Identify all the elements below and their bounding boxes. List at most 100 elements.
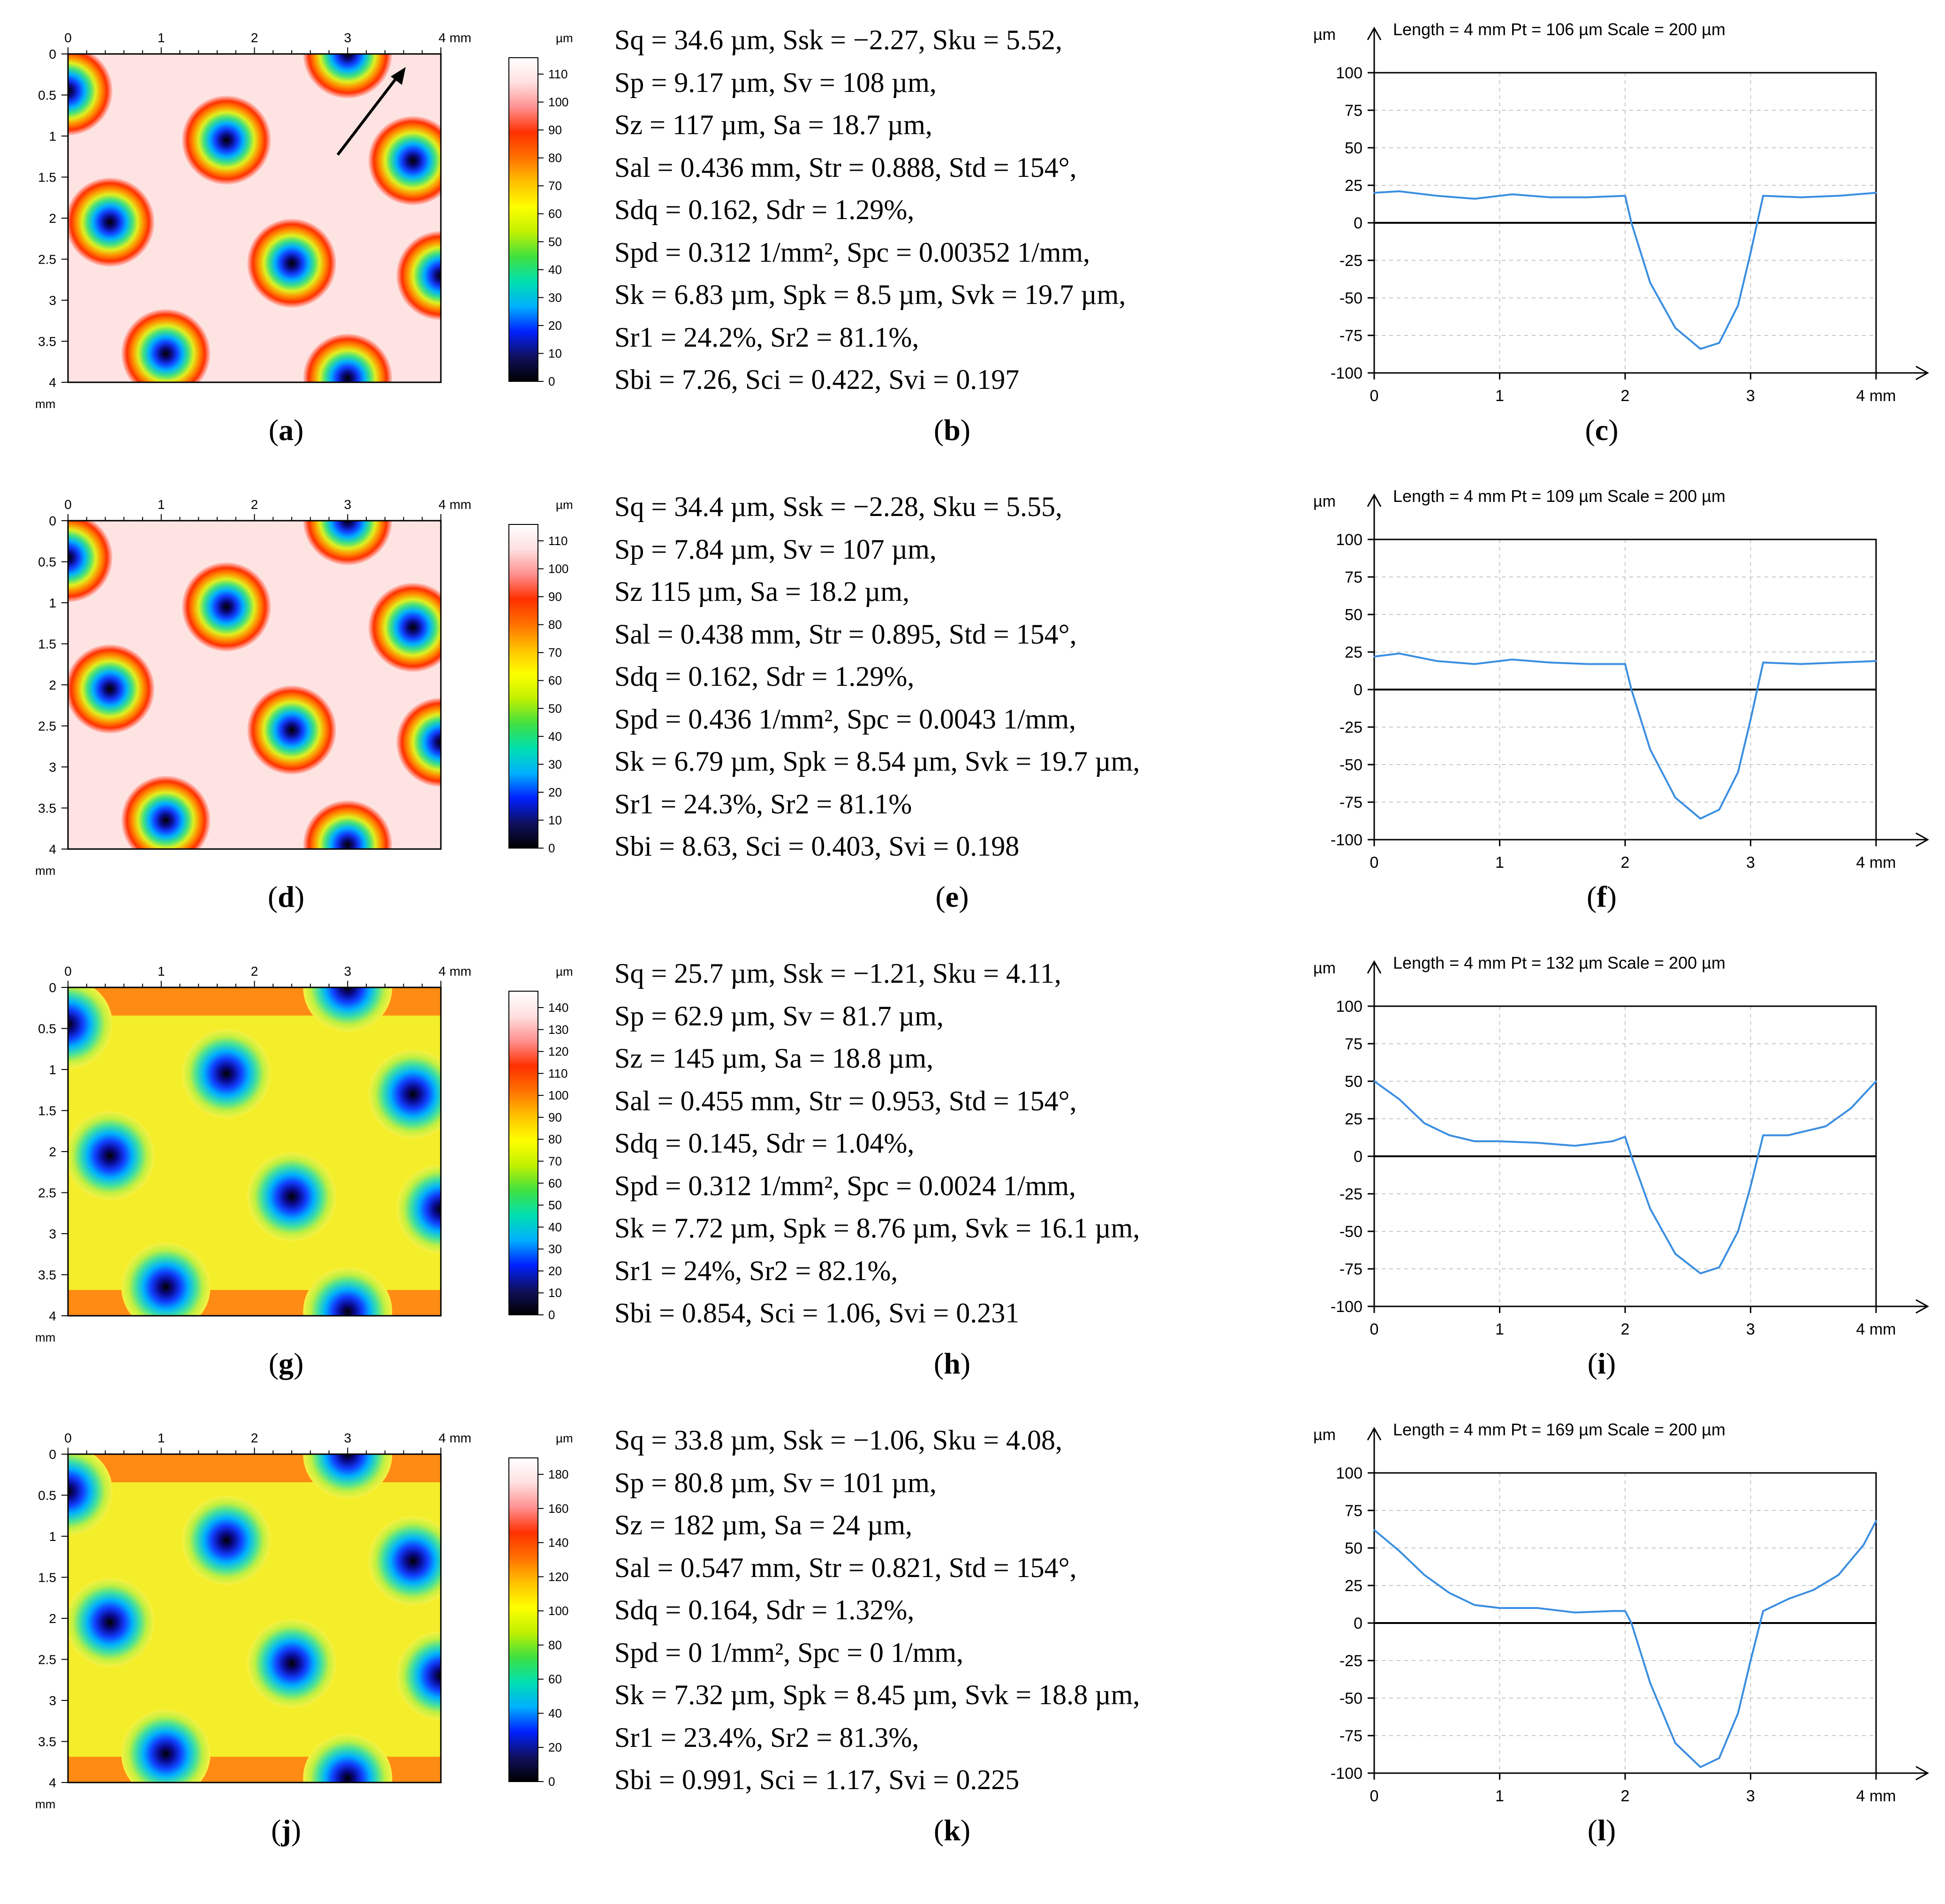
x-tick-label: 1 (1495, 1787, 1504, 1805)
y-tick-label: 3 (49, 293, 56, 308)
colorbar-tick-label: 100 (548, 562, 568, 576)
y-tick-label: 100 (1336, 998, 1362, 1016)
profile-point (1812, 1589, 1814, 1591)
profile-point (1474, 1140, 1476, 1142)
colorbar-unit: µm (556, 1431, 573, 1445)
caption-letter: a (279, 413, 294, 447)
x-tick-label: 3 (344, 1431, 351, 1445)
profile-series-line (1373, 1080, 1877, 1274)
colorbar (508, 991, 538, 1315)
y-tick-label: 25 (1345, 177, 1362, 195)
roughness-parameters: Sq = 34.4 µm, Ssk = −2.28, Sku = 5.55, Sp… (614, 485, 1140, 868)
colorbar-tick-label: 30 (548, 757, 562, 771)
y-tick-label: 100 (1336, 531, 1362, 549)
colorbar-tick-label: 60 (548, 1672, 562, 1686)
profile-chart-panel: Length = 4 mm Pt = 132 µm Scale = 200 µm… (1285, 943, 1942, 1367)
y-tick-label: -75 (1340, 794, 1362, 812)
x-tick-label: 4 mm (439, 497, 471, 512)
y-tick-label: -100 (1331, 364, 1362, 382)
parameter-line: Sr1 = 24.2%, Sr2 = 81.1%, (614, 321, 919, 353)
colorbar-tick-label: 40 (548, 729, 562, 743)
y-tick-label: 4 (49, 1775, 56, 1790)
colorbar-tick-label: 50 (548, 1198, 562, 1212)
y-tick-label: 1.5 (38, 1104, 56, 1118)
caption-letter: f (1597, 880, 1607, 913)
dimple-crater (396, 231, 441, 320)
height-map-figure: 0 1 2 3 4 mm 0 0.5 1 1.5 2 2.5 3 3.5 4 mm µm 140 130 120 11… (35, 964, 573, 1344)
parameter-line: Sp = 80.8 µm, Sv = 101 µm, (614, 1467, 937, 1498)
dimple-crater (68, 1578, 155, 1667)
y-tick-label: 0 (1354, 1615, 1362, 1632)
colorbar-tick-label: 30 (548, 1242, 562, 1256)
height-map-figure: 0 1 2 3 4 mm 0 0.5 1 1.5 2 2.5 3 3.5 4 mm µm 180 160 140 12… (35, 1431, 573, 1811)
y-tick-label: 4 (49, 375, 56, 390)
dimple-crater (303, 1267, 393, 1316)
dimple-crater (121, 1709, 211, 1783)
panel-caption: (k) (933, 1813, 971, 1847)
panel-caption: (e) (935, 880, 969, 913)
profile-point (1838, 1574, 1839, 1576)
y-tick-label: 3 (49, 1693, 56, 1708)
x-tick-label: 4 mm (439, 30, 471, 45)
x-tick-label: 4 mm (1856, 1787, 1896, 1805)
y-tick-label: 3 (49, 1227, 56, 1241)
dimple-crater (68, 987, 113, 1069)
caption-letter: d (278, 880, 295, 913)
x-tick-label: 3 (1746, 1787, 1755, 1805)
y-tick-label: -100 (1331, 831, 1362, 849)
parameter-line: Sdq = 0.162, Sdr = 1.29%, (614, 661, 915, 692)
dimple-crater (396, 698, 441, 787)
dimple-crater (68, 177, 155, 267)
colorbar-tick-label: 180 (548, 1467, 568, 1481)
profile-point (1423, 1123, 1425, 1124)
parameter-line: Sdq = 0.145, Sdr = 1.04%, (614, 1128, 915, 1159)
y-arrow-head (1367, 26, 1382, 40)
x-arrow-head (1915, 1766, 1930, 1781)
y-tick-label: 1.5 (38, 1570, 56, 1585)
profile-point (1825, 1125, 1827, 1127)
arrow-head (391, 67, 406, 85)
profile-point (1536, 1142, 1538, 1144)
y-tick-label: 1 (49, 1529, 56, 1544)
dimple-crater (247, 1619, 336, 1708)
y-tick-label: 0 (1354, 1148, 1362, 1166)
profile-point (1718, 1757, 1720, 1759)
parameter-line: Sk = 7.32 µm, Spk = 8.45 µm, Svk = 18.8 … (614, 1679, 1140, 1710)
y-tick-label: -50 (1340, 1223, 1362, 1241)
x-tick-label: 0 (64, 497, 72, 512)
parameter-line: Sr1 = 24.3%, Sr2 = 81.1% (614, 788, 912, 819)
profile-point (1511, 659, 1513, 660)
y-tick-label: 75 (1345, 1502, 1362, 1520)
x-tick-label: 0 (1370, 854, 1379, 872)
colorbar-tick-label: 70 (548, 1154, 562, 1168)
colorbar-unit: µm (556, 498, 573, 512)
parameter-line: Sp = 7.84 µm, Sv = 107 µm, (614, 533, 937, 565)
profile-point (1762, 661, 1764, 663)
profile-header: Length = 4 mm Pt = 169 µm Scale = 200 µm (1393, 1420, 1726, 1439)
colorbar-tick-label: 80 (548, 618, 562, 632)
profile-point (1800, 663, 1801, 665)
dimple-crater (303, 987, 393, 1032)
profile-point (1737, 1712, 1739, 1714)
profile-chart: Length = 4 mm Pt = 106 µm Scale = 200 µm… (1313, 20, 1930, 405)
parameter-line: Sp = 9.17 µm, Sv = 108 µm, (614, 67, 937, 98)
profile-point (1650, 282, 1651, 284)
colorbar-tick-label: 90 (548, 1110, 562, 1124)
profile-point (1650, 749, 1651, 751)
profile-point (1762, 1134, 1764, 1136)
parameter-line: Sk = 6.83 µm, Spk = 8.5 µm, Svk = 19.7 µ… (614, 279, 1126, 310)
dimple-crater (68, 1111, 155, 1200)
y-tick-label: 3.5 (38, 1268, 56, 1282)
dimple-crater (303, 54, 393, 99)
roughness-parameters: Sq = 34.6 µm, Ssk = −2.27, Sku = 5.52, Sp… (614, 19, 1126, 401)
y-unit-label: mm (35, 1330, 55, 1344)
y-tick-label: 0 (49, 1447, 56, 1462)
x-tick-label: 1 (1495, 387, 1504, 405)
dimple-crater (368, 116, 441, 205)
x-tick-label: 1 (1495, 854, 1504, 872)
x-tick-label: 1 (158, 964, 165, 979)
dimple-crater (182, 95, 271, 185)
